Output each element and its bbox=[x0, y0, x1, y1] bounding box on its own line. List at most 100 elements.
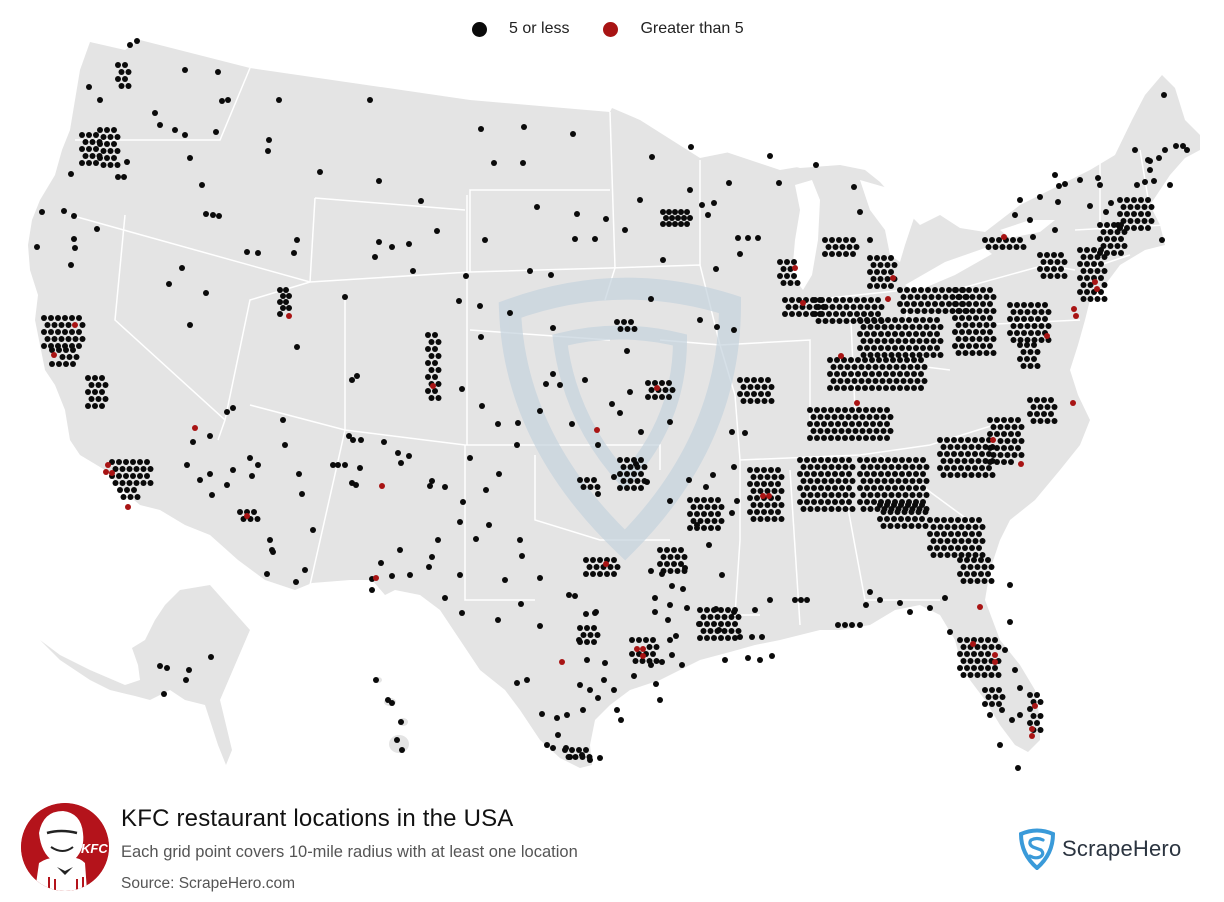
location-dot bbox=[210, 212, 216, 218]
location-dot bbox=[719, 572, 725, 578]
location-dot bbox=[495, 421, 501, 427]
location-dot bbox=[1147, 167, 1153, 173]
location-dot bbox=[867, 269, 873, 275]
location-dot bbox=[580, 484, 587, 490]
location-dot bbox=[673, 633, 679, 639]
location-dot bbox=[885, 345, 891, 351]
location-dot bbox=[881, 478, 888, 484]
location-dot bbox=[381, 439, 387, 445]
location-dot bbox=[442, 484, 448, 490]
location-dot bbox=[874, 478, 881, 484]
location-dot bbox=[666, 221, 672, 227]
location-dot bbox=[705, 212, 711, 218]
location-dot bbox=[294, 237, 300, 243]
location-dot bbox=[1167, 182, 1173, 188]
location-dot bbox=[611, 474, 617, 480]
location-dot bbox=[874, 352, 881, 358]
location-dot bbox=[224, 409, 230, 415]
location-dot bbox=[974, 658, 981, 664]
location-dot bbox=[1007, 316, 1013, 322]
location-dot bbox=[73, 354, 80, 360]
location-dot bbox=[432, 374, 438, 380]
location-dot bbox=[115, 62, 121, 68]
location-dot bbox=[666, 209, 672, 215]
location-dot bbox=[974, 578, 981, 584]
location-dot bbox=[740, 384, 747, 390]
location-dot bbox=[428, 339, 435, 345]
location-dot bbox=[617, 471, 623, 477]
location-dot bbox=[282, 442, 288, 448]
location-dot bbox=[652, 609, 658, 615]
location-dot bbox=[999, 694, 1006, 700]
location-dot bbox=[398, 460, 404, 466]
location-dot bbox=[576, 637, 582, 643]
location-dot bbox=[548, 272, 554, 278]
location-dot bbox=[667, 554, 674, 560]
location-dot bbox=[865, 378, 872, 384]
location-dot bbox=[843, 251, 849, 257]
location-dot bbox=[990, 294, 997, 300]
location-dot bbox=[757, 502, 764, 508]
location-dot bbox=[842, 407, 848, 413]
dots-greater-than-five bbox=[51, 234, 1100, 739]
location-dot bbox=[710, 472, 716, 478]
location-dot bbox=[787, 280, 794, 286]
location-dot bbox=[1027, 706, 1033, 712]
location-dot bbox=[1034, 349, 1041, 355]
location-dot bbox=[265, 148, 271, 154]
location-dot bbox=[971, 665, 977, 671]
location-dot bbox=[757, 657, 763, 663]
location-dot bbox=[629, 637, 635, 643]
location-dot bbox=[1034, 692, 1040, 698]
location-dot bbox=[791, 273, 797, 279]
location-dot bbox=[878, 471, 884, 477]
location-dot bbox=[995, 672, 1002, 678]
location-dot bbox=[848, 357, 854, 363]
location-dot bbox=[937, 338, 944, 344]
location-dot bbox=[707, 614, 714, 620]
location-dot bbox=[477, 303, 483, 309]
location-dot bbox=[848, 385, 854, 391]
location-dot bbox=[1124, 197, 1130, 203]
location-dot bbox=[778, 474, 785, 480]
location-dot bbox=[1124, 211, 1130, 217]
location-dot bbox=[86, 160, 92, 166]
location-dot bbox=[583, 557, 589, 563]
location-dot bbox=[754, 495, 760, 501]
location-dot bbox=[111, 141, 117, 147]
location-dot bbox=[818, 457, 824, 463]
location-dot bbox=[276, 97, 282, 103]
location-dot bbox=[249, 473, 255, 479]
location-dot bbox=[1027, 411, 1033, 417]
location-dot bbox=[1055, 199, 1061, 205]
location-dot bbox=[1145, 211, 1151, 217]
location-dot bbox=[85, 375, 91, 381]
location-dot bbox=[825, 499, 831, 505]
location-dot bbox=[587, 484, 594, 490]
location-dot bbox=[1151, 178, 1157, 184]
location-dot bbox=[134, 494, 141, 500]
location-dot bbox=[1014, 330, 1020, 336]
location-dot bbox=[428, 367, 435, 373]
location-dot bbox=[965, 465, 971, 471]
location-dot bbox=[839, 457, 845, 463]
location-dot bbox=[921, 308, 928, 314]
location-dot bbox=[900, 308, 907, 314]
location-dot bbox=[908, 523, 915, 529]
location-dot bbox=[826, 311, 832, 317]
location-dot bbox=[904, 287, 910, 293]
location-dot bbox=[95, 396, 102, 402]
location-dot bbox=[890, 371, 896, 377]
location-dot bbox=[100, 148, 107, 154]
location-dot bbox=[958, 465, 964, 471]
location-dot bbox=[916, 506, 923, 512]
location-dot bbox=[592, 236, 598, 242]
location-dot bbox=[1120, 218, 1127, 224]
location-dot bbox=[71, 236, 77, 242]
location-dot bbox=[777, 273, 783, 279]
location-dot bbox=[544, 742, 550, 748]
location-dot bbox=[987, 417, 993, 423]
location-dot bbox=[539, 711, 545, 717]
location-dot-high bbox=[286, 313, 292, 319]
location-dot bbox=[69, 315, 75, 321]
